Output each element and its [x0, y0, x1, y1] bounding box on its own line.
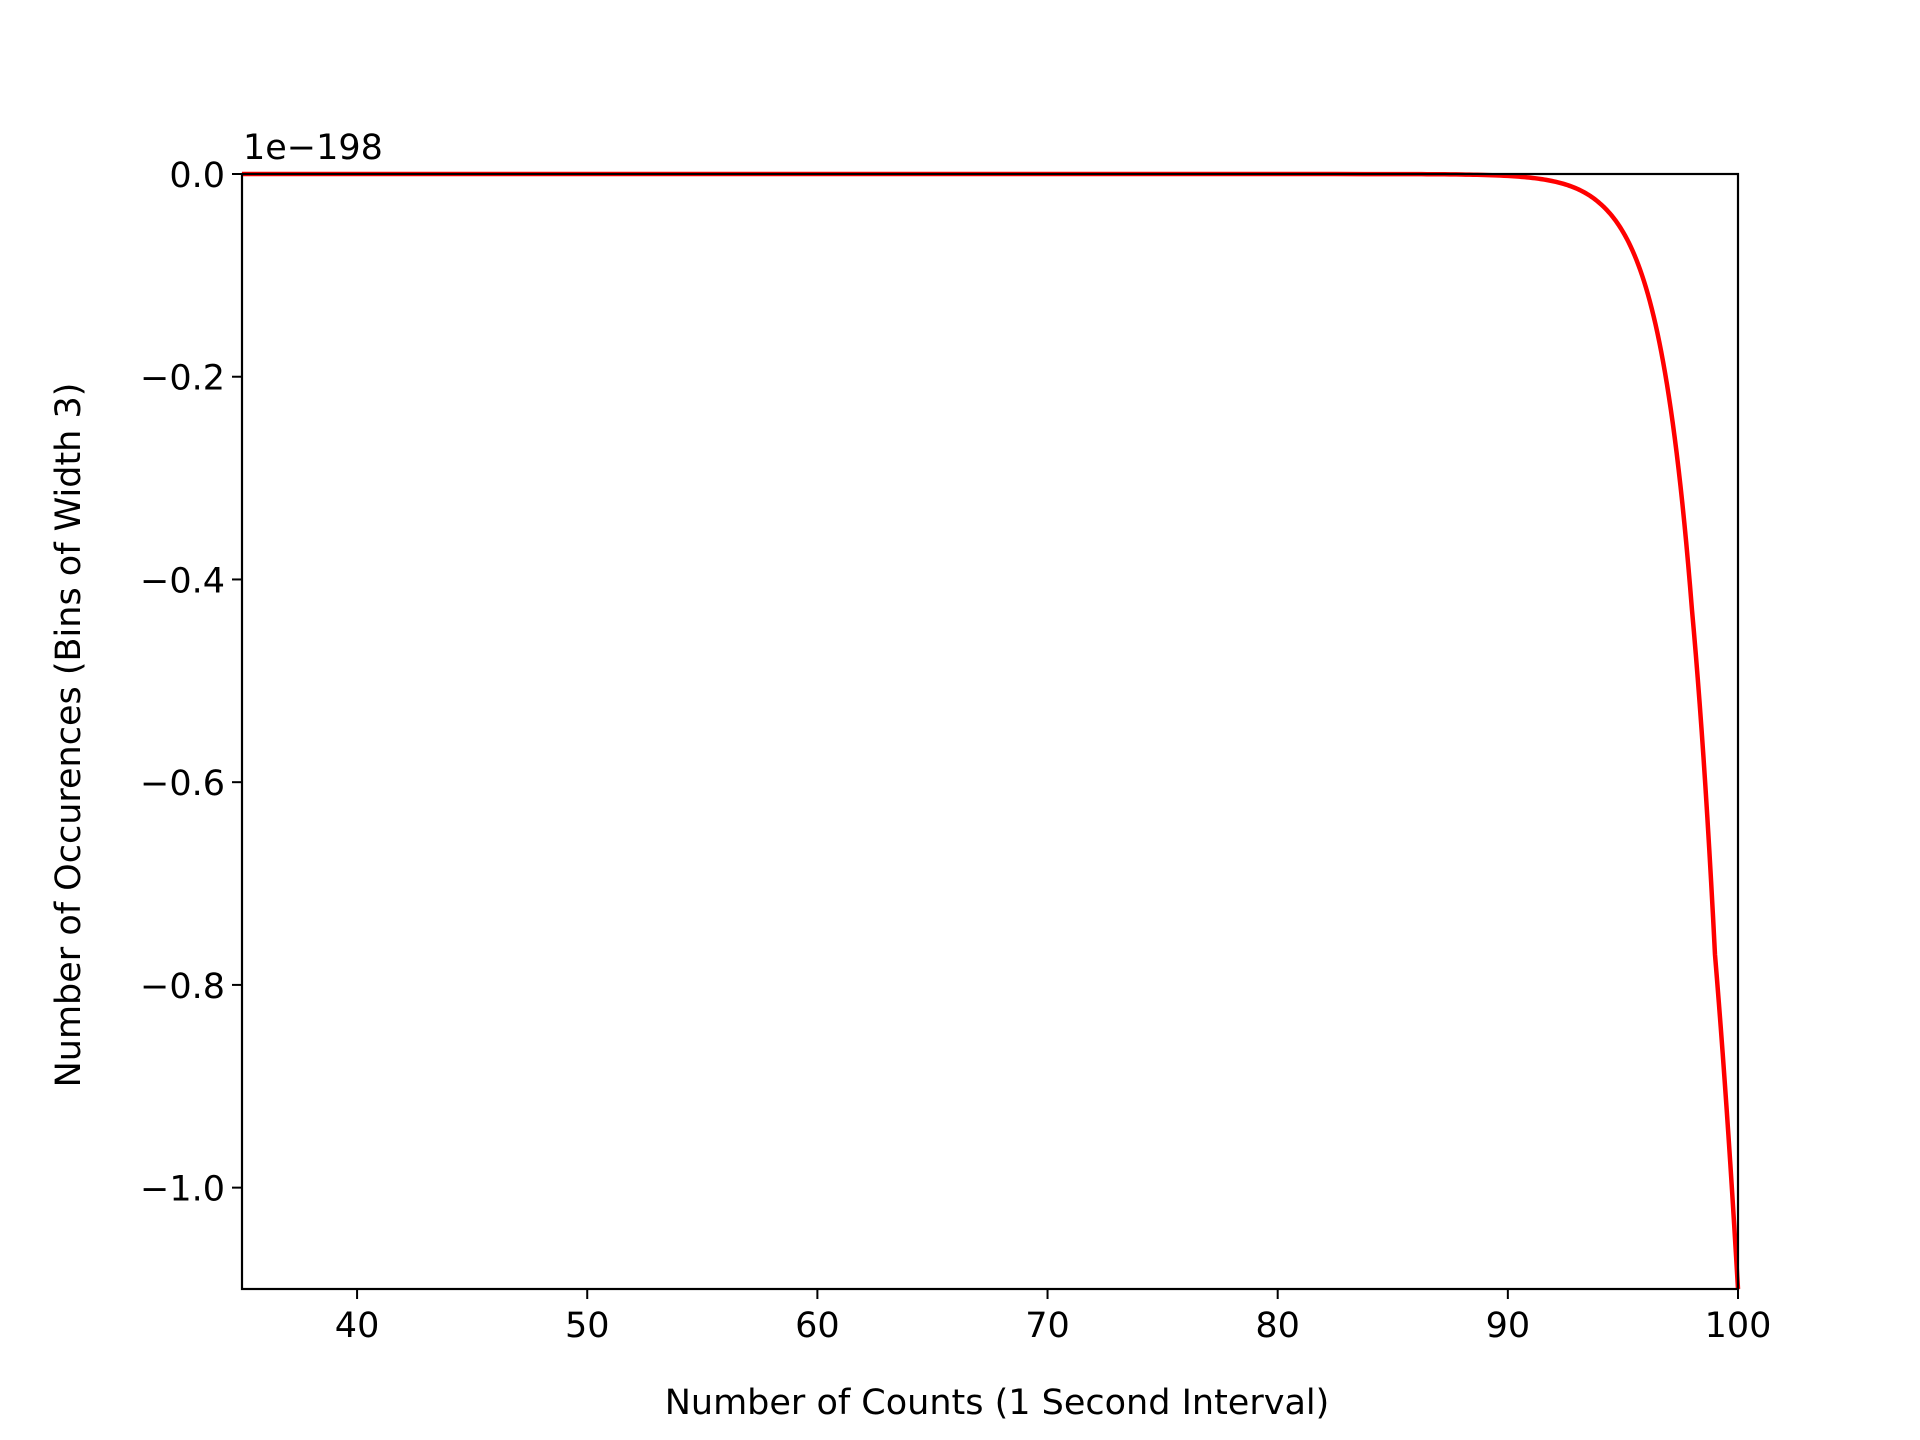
x-tick-label: 50	[565, 1306, 610, 1346]
y-tick-label: −1.0	[140, 1170, 225, 1210]
x-tick-label: 80	[1255, 1306, 1300, 1346]
x-tick-label: 100	[1705, 1306, 1772, 1346]
series-line-0	[242, 171, 1741, 1290]
x-tick-label: 40	[335, 1306, 380, 1346]
y-tick-label: −0.8	[140, 967, 225, 1007]
y-axis-label: Number of Occurences (Bins of Width 3)	[49, 383, 89, 1088]
axes-frame	[240, 172, 1740, 1291]
x-tick-label: 70	[1025, 1306, 1070, 1346]
y-tick-label: −0.4	[140, 561, 225, 601]
y-axis-offset-label: 1e−198	[243, 128, 383, 168]
x-tick-label: 60	[795, 1306, 840, 1346]
x-axis-label: Number of Counts (1 Second Interval)	[665, 1383, 1330, 1423]
plot-area	[240, 171, 1741, 1291]
y-tick-label: 0.0	[169, 156, 225, 196]
x-axis-ticks: 40 50 60 70 80 90 100	[335, 1289, 1772, 1346]
y-tick-label: −0.2	[140, 359, 225, 399]
y-axis-ticks: 0.0 −0.2 −0.4 −0.6 −0.8 −1.0	[140, 156, 242, 1210]
y-tick-label: −0.6	[140, 764, 225, 804]
x-tick-label: 90	[1486, 1306, 1531, 1346]
